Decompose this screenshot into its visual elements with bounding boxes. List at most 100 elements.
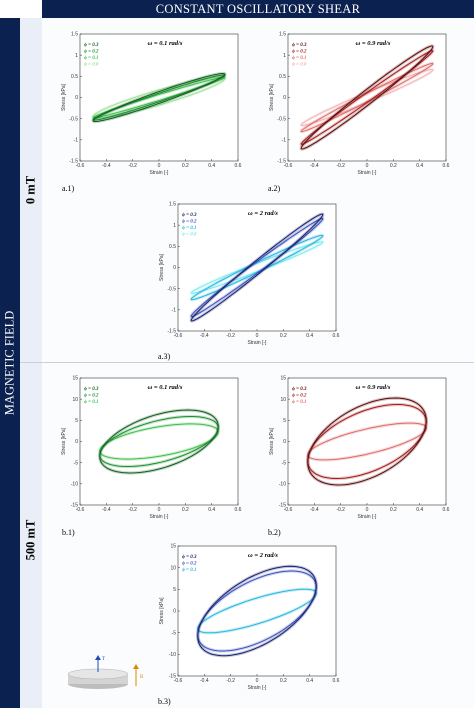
y-tick-label: 15 bbox=[72, 376, 78, 382]
rheometer-diagram: T B bbox=[67, 655, 144, 689]
y-tick-label: 10 bbox=[280, 397, 286, 403]
y-tick-label: 0 bbox=[283, 95, 286, 101]
x-tick-label: 0.2 bbox=[182, 163, 189, 169]
plot-frame bbox=[287, 33, 447, 162]
y-tick-label: -0.5 bbox=[167, 286, 176, 292]
y-tick-label: -10 bbox=[279, 482, 286, 488]
y-axis-label: Stress [kPa] bbox=[269, 427, 275, 455]
y-axis-label: Stress [kPa] bbox=[61, 427, 67, 455]
loop-series bbox=[190, 241, 324, 294]
y-tick-label: -1.5 bbox=[69, 159, 78, 165]
x-tick-label: -0.2 bbox=[336, 163, 345, 169]
y-axis-label: Stress [kPa] bbox=[159, 597, 165, 625]
x-tick-label: -0.4 bbox=[200, 678, 209, 684]
sidebar-title: MAGNETIC FIELD bbox=[2, 310, 17, 416]
y-axis-label: Stress [kPa] bbox=[159, 253, 165, 281]
panel-label-a2: a.2) bbox=[268, 184, 281, 193]
x-tick-label: 0.2 bbox=[390, 507, 397, 513]
y-tick-label: 15 bbox=[170, 544, 176, 550]
torque-arrowhead-icon bbox=[95, 655, 101, 660]
plot-b1: -0.6 -0.4 -0.2 0 0.2 0.4 0.6 15 10 5 0 -5 -10 -15 Stra… bbox=[61, 376, 242, 520]
x-tick-label: -0.6 bbox=[76, 163, 85, 169]
y-tick-label: -10 bbox=[169, 652, 176, 658]
x-axis-label: Strain [-] bbox=[150, 514, 170, 520]
legend-entry: ϕ = 0.2 bbox=[292, 394, 307, 399]
legend-entry: ϕ = 0.1 bbox=[84, 56, 99, 61]
band-divider bbox=[20, 362, 474, 363]
y-axis-label: Stress [kPa] bbox=[61, 83, 67, 111]
x-tick-label: -0.2 bbox=[336, 507, 345, 513]
plot-a3: -0.6 -0.4 -0.2 0 0.2 0.4 0.6 1.5 1 0.5 0 -0.5 -1 -1.5… bbox=[159, 202, 340, 346]
plot-title: ω = 2 rad/s bbox=[248, 552, 278, 559]
legend-entry: ϕ = 0.3 bbox=[182, 555, 197, 560]
x-axis-label: Strain [-] bbox=[358, 170, 378, 176]
loop-series bbox=[307, 397, 427, 486]
plot-frame bbox=[79, 377, 239, 506]
x-tick-label: 0 bbox=[256, 333, 259, 339]
x-axis-label: Strain [-] bbox=[150, 170, 170, 176]
loop-series bbox=[99, 409, 219, 474]
legend-entry: ϕ = 0.1 bbox=[292, 400, 307, 405]
plot-frame bbox=[177, 545, 337, 677]
legend-entry: ϕ = 0.2 bbox=[84, 394, 99, 399]
loop-series bbox=[300, 45, 434, 150]
y-tick-label: -0.5 bbox=[277, 116, 286, 122]
x-tick-label: -0.6 bbox=[174, 333, 183, 339]
x-tick-label: -0.4 bbox=[102, 163, 111, 169]
loop-series bbox=[307, 422, 427, 461]
y-tick-label: -10 bbox=[71, 482, 78, 488]
x-tick-label: -0.4 bbox=[310, 163, 319, 169]
legend-entry: ϕ = 0.3 bbox=[84, 43, 99, 48]
x-tick-label: 0.4 bbox=[306, 678, 313, 684]
x-tick-label: 0.6 bbox=[333, 678, 340, 684]
y-tick-label: 0.5 bbox=[71, 74, 78, 80]
y-tick-label: -5 bbox=[282, 460, 287, 466]
y-tick-label: 0.5 bbox=[279, 74, 286, 80]
x-tick-label: -0.2 bbox=[128, 507, 137, 513]
y-tick-label: -5 bbox=[74, 460, 79, 466]
x-tick-label: -0.6 bbox=[174, 678, 183, 684]
y-tick-label: 10 bbox=[170, 565, 176, 571]
plot-a1: -0.6 -0.4 -0.2 0 0.2 0.4 0.6 1.5 1 0.5 0 -0.5 -1 -1.5… bbox=[61, 32, 242, 176]
x-axis-label: Strain [-] bbox=[358, 514, 378, 520]
band-500mt-bg bbox=[20, 363, 42, 708]
panel-label-a1: a.1) bbox=[62, 184, 75, 193]
y-tick-label: 0 bbox=[283, 439, 286, 445]
field-arrowhead-icon bbox=[133, 664, 139, 669]
loop-series bbox=[300, 50, 434, 145]
y-tick-label: -15 bbox=[279, 503, 286, 509]
panel-label-a3: a.3) bbox=[158, 352, 171, 361]
plot-frame bbox=[79, 33, 239, 162]
x-tick-label: -0.2 bbox=[226, 333, 235, 339]
loop-series bbox=[99, 423, 219, 460]
panel-label-b3: b.3) bbox=[158, 697, 171, 706]
x-tick-label: 0 bbox=[158, 507, 161, 513]
legend-entry: ϕ = 0.0 bbox=[182, 233, 197, 238]
x-tick-label: 0.2 bbox=[182, 507, 189, 513]
band-label-500mt: 500 mT bbox=[23, 519, 38, 561]
y-tick-label: 15 bbox=[280, 376, 286, 382]
x-tick-label: 0.4 bbox=[306, 333, 313, 339]
plot-title: ω = 0.9 rad/s bbox=[356, 40, 391, 47]
y-tick-label: 1 bbox=[75, 53, 78, 59]
legend-entry: ϕ = 0.3 bbox=[84, 387, 99, 392]
x-tick-label: 0.2 bbox=[280, 333, 287, 339]
x-tick-label: 0.2 bbox=[280, 678, 287, 684]
torque-label: T bbox=[102, 657, 105, 662]
loop-series bbox=[92, 76, 226, 119]
x-tick-label: 0.6 bbox=[235, 163, 242, 169]
x-tick-label: 0 bbox=[256, 678, 259, 684]
y-tick-label: 0 bbox=[173, 609, 176, 615]
sidebar bbox=[0, 18, 20, 708]
x-tick-label: -0.6 bbox=[284, 163, 293, 169]
y-tick-label: -1 bbox=[74, 138, 79, 144]
legend-entry: ϕ = 0.1 bbox=[292, 56, 307, 61]
legend-entry: ϕ = 0.1 bbox=[182, 568, 197, 573]
plot-b3: -0.6 -0.4 -0.2 0 0.2 0.4 0.6 15 10 5 0 -5 -10 -15 Stra… bbox=[159, 544, 340, 691]
y-tick-label: 5 bbox=[173, 587, 176, 593]
y-tick-label: 1 bbox=[283, 53, 286, 59]
legend-entry: ϕ = 0.0 bbox=[84, 63, 99, 68]
band-label-0mt: 0 mT bbox=[23, 175, 38, 205]
y-tick-label: -15 bbox=[169, 674, 176, 680]
y-tick-label: 1 bbox=[173, 223, 176, 229]
